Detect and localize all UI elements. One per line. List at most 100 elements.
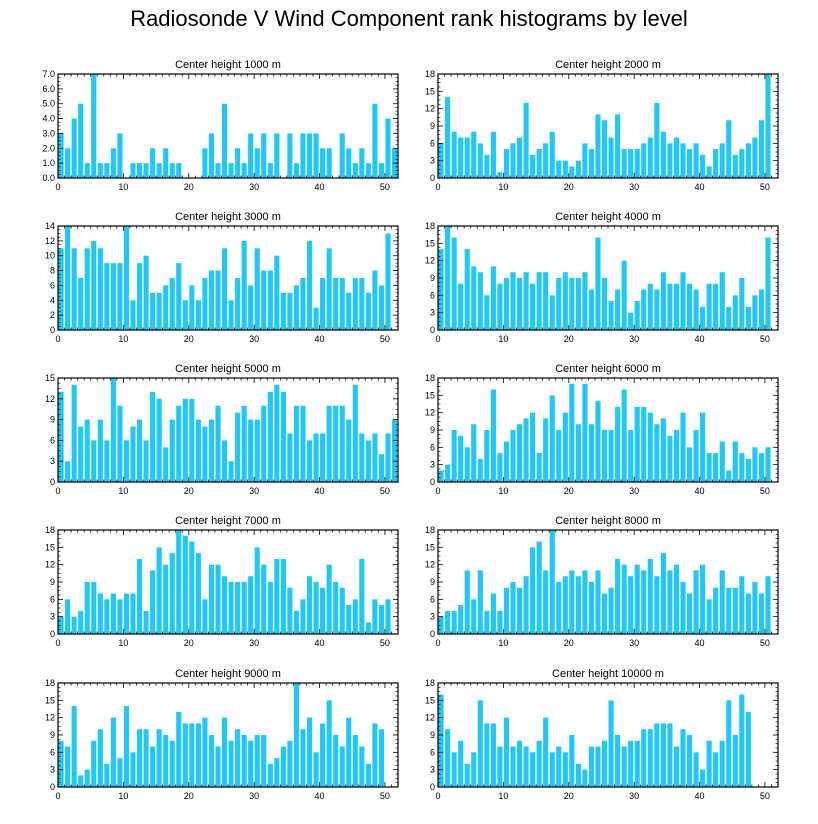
bar [300, 729, 306, 787]
panel-6: Center height 6000 m 0 10 20 30 40 50 0 3 6 9 12 15 1… [425, 363, 779, 496]
bar [150, 746, 156, 787]
bar [758, 289, 765, 330]
bar [634, 406, 640, 482]
bar [150, 391, 156, 482]
bar [458, 605, 464, 634]
bar [313, 307, 319, 330]
x-tick-label: 0 [55, 334, 60, 344]
bar [693, 752, 699, 787]
bar [503, 441, 510, 482]
bar [615, 406, 621, 482]
bar [608, 430, 614, 482]
panel-3: Center height 3000 m 0 10 20 30 40 50 0 2 4 6 8 10 12… [45, 211, 399, 344]
y-tick-label: 0 [50, 782, 55, 792]
bar [333, 582, 339, 634]
bar [208, 419, 215, 482]
bar [208, 735, 215, 787]
bar [752, 582, 758, 634]
bar [78, 278, 84, 330]
x-tick-label: 10 [118, 334, 128, 344]
bar [287, 587, 293, 634]
bar [359, 558, 365, 634]
y-tick-label: 18 [45, 678, 55, 688]
bar [438, 470, 444, 482]
bar [634, 149, 640, 178]
bar [163, 564, 169, 634]
panel-5: Center height 5000 m 0 10 20 30 40 50 0 3 6 9 12 15 [45, 363, 399, 496]
bar [326, 248, 332, 330]
y-tick-label: 3 [50, 765, 55, 775]
bar [523, 746, 529, 787]
bar [267, 163, 273, 178]
bar [667, 435, 673, 482]
bar [497, 453, 503, 482]
bar [693, 143, 699, 178]
bar [569, 570, 575, 634]
bar [221, 576, 228, 634]
bar [745, 306, 751, 330]
bar [287, 133, 293, 178]
bar [84, 419, 90, 482]
x-tick-label: 50 [760, 638, 770, 648]
panel-title: Center height 4000 m [555, 211, 661, 223]
bar [706, 740, 712, 787]
bar [84, 582, 90, 634]
y-tick-label: 18 [425, 69, 435, 79]
bar [706, 453, 712, 482]
bar [306, 576, 313, 634]
bar [202, 426, 208, 482]
bar [195, 553, 201, 634]
bar [202, 599, 208, 634]
bar [595, 237, 601, 330]
y-tick-label: 4 [50, 295, 55, 305]
bar [130, 593, 136, 634]
bar [228, 163, 234, 178]
bar [346, 605, 352, 634]
bar [732, 587, 738, 634]
bar [228, 300, 234, 330]
bar [673, 137, 680, 178]
bar [169, 419, 175, 482]
bar [686, 149, 693, 178]
bar [352, 278, 358, 330]
bar [588, 424, 595, 482]
bar [221, 248, 228, 330]
x-tick-label: 0 [55, 486, 60, 496]
bar [680, 143, 686, 178]
bar [654, 102, 660, 178]
bar [254, 248, 260, 330]
bar [176, 405, 182, 482]
bar [339, 133, 345, 178]
y-tick-label: 15 [425, 542, 435, 552]
bar [320, 587, 326, 634]
panel-7: Center height 7000 m 0 10 20 30 40 50 0 3 6 9 12 15 1… [45, 515, 399, 648]
bar [65, 461, 71, 482]
bar [280, 558, 286, 634]
y-tick-label: 6 [430, 442, 435, 452]
bar [293, 405, 300, 482]
bar [595, 401, 601, 482]
bar [458, 740, 464, 787]
bar [582, 272, 588, 330]
bar [569, 735, 575, 787]
bar [163, 285, 169, 330]
bar [451, 430, 457, 482]
bar [241, 405, 247, 482]
y-tick-label: 8 [50, 266, 55, 276]
bar [445, 610, 451, 634]
bar [104, 599, 110, 634]
x-tick-label: 0 [55, 182, 60, 192]
bar [615, 558, 621, 634]
bar [287, 433, 293, 482]
bar [235, 582, 241, 634]
x-tick-label: 0 [55, 791, 60, 801]
bar [91, 440, 97, 482]
bar [719, 740, 725, 787]
bar [163, 148, 169, 178]
panel-title: Center height 10000 m [552, 668, 664, 680]
bar [326, 700, 332, 787]
x-tick-label: 0 [435, 638, 440, 648]
bar [510, 582, 516, 634]
bar [595, 746, 601, 787]
x-tick-label: 0 [435, 182, 440, 192]
